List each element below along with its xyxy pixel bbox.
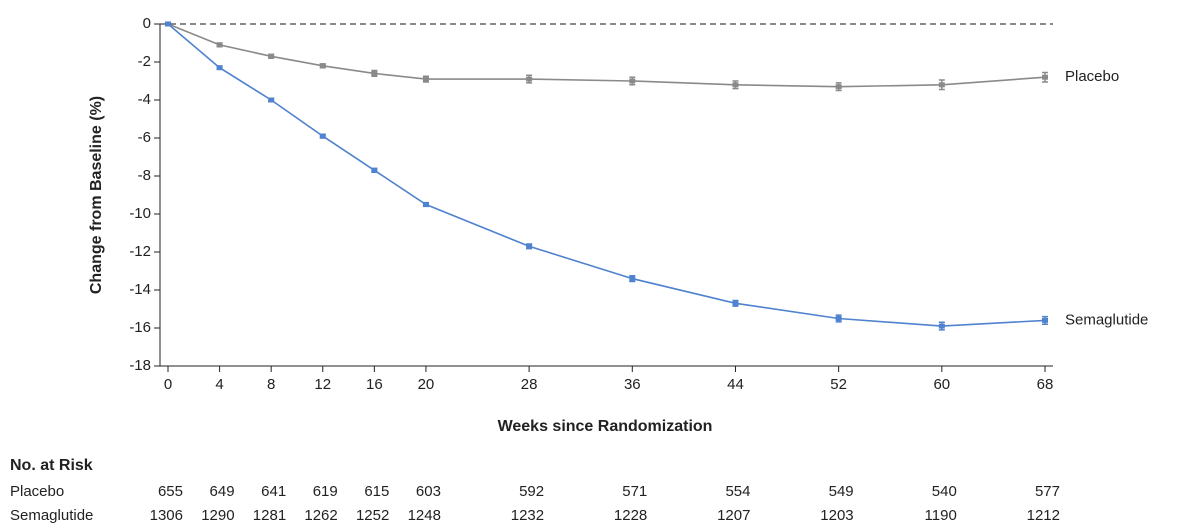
risk-value: 1248 <box>408 507 441 524</box>
x-tick-label: 0 <box>164 376 172 393</box>
x-tick-label: 60 <box>933 376 950 393</box>
risk-value: 540 <box>932 483 957 500</box>
x-tick-label: 4 <box>215 376 223 393</box>
risk-title: No. at Risk <box>10 457 93 474</box>
risk-value: 1252 <box>356 507 389 524</box>
point <box>526 76 533 82</box>
x-tick-label: 52 <box>830 376 847 393</box>
point <box>422 76 429 82</box>
x-tick-label: 8 <box>267 376 275 393</box>
risk-value: 1232 <box>511 507 544 524</box>
point <box>371 167 378 173</box>
risk-value: 1290 <box>201 507 234 524</box>
point <box>732 82 739 88</box>
point <box>732 300 739 306</box>
point <box>268 97 275 103</box>
point <box>319 133 326 139</box>
y-tick-label: -10 <box>129 205 151 222</box>
y-tick-label: -6 <box>138 129 151 146</box>
point <box>371 70 378 76</box>
x-tick-label: 36 <box>624 376 641 393</box>
risk-value: 1207 <box>717 507 750 524</box>
risk-value: 1190 <box>925 507 957 524</box>
x-axis-label: Weeks since Randomization <box>498 418 713 435</box>
y-tick-label: -18 <box>129 357 151 374</box>
series-line <box>167 23 1046 327</box>
risk-value: 649 <box>210 483 235 500</box>
point <box>422 202 429 207</box>
risk-value: 615 <box>364 483 389 500</box>
y-tick-label: -8 <box>138 167 151 184</box>
risk-value: 603 <box>416 483 441 500</box>
x-tick-label: 44 <box>727 376 744 393</box>
x-tick-label: 16 <box>366 376 383 393</box>
risk-value: 1212 <box>1027 507 1060 524</box>
y-tick-label: -4 <box>138 91 151 108</box>
point <box>165 21 171 27</box>
risk-value: 1228 <box>614 507 647 524</box>
risk-value: 641 <box>261 483 286 500</box>
point <box>938 82 945 88</box>
series-label: Placebo <box>1065 68 1119 85</box>
risk-row-label: Semaglutide <box>10 507 93 524</box>
risk-value: 619 <box>313 483 338 500</box>
risk-value: 592 <box>519 483 544 500</box>
risk-value: 571 <box>622 483 647 500</box>
risk-value: 1203 <box>820 507 853 524</box>
point <box>835 84 842 90</box>
risk-value: 554 <box>725 483 750 500</box>
risk-value: 577 <box>1035 483 1060 500</box>
x-tick-label: 12 <box>314 376 331 393</box>
point <box>938 323 945 329</box>
y-tick-label: 0 <box>143 15 151 32</box>
y-tick-label: -12 <box>129 243 151 260</box>
point <box>526 243 533 249</box>
point <box>319 63 326 69</box>
risk-value: 549 <box>829 483 854 500</box>
point <box>835 316 842 321</box>
point <box>1042 317 1048 323</box>
point <box>268 53 275 59</box>
x-tick-label: 28 <box>521 376 538 393</box>
series-label: Semaglutide <box>1065 311 1148 328</box>
y-axis-label: Change from Baseline (%) <box>88 96 105 294</box>
point <box>216 65 223 71</box>
y-tick-label: -16 <box>129 319 151 336</box>
y-tick-label: -2 <box>138 53 151 70</box>
point <box>216 42 223 48</box>
point <box>629 78 636 84</box>
risk-value: 655 <box>158 483 183 500</box>
y-tick-label: -14 <box>129 281 151 298</box>
series-line <box>167 23 1046 88</box>
risk-value: 1281 <box>253 507 286 524</box>
x-tick-label: 20 <box>418 376 435 393</box>
x-tick-label: 68 <box>1037 376 1054 393</box>
risk-row-label: Placebo <box>10 483 64 500</box>
risk-value: 1306 <box>150 507 183 524</box>
point <box>629 276 636 282</box>
point <box>1042 74 1048 80</box>
risk-value: 1262 <box>304 507 337 524</box>
